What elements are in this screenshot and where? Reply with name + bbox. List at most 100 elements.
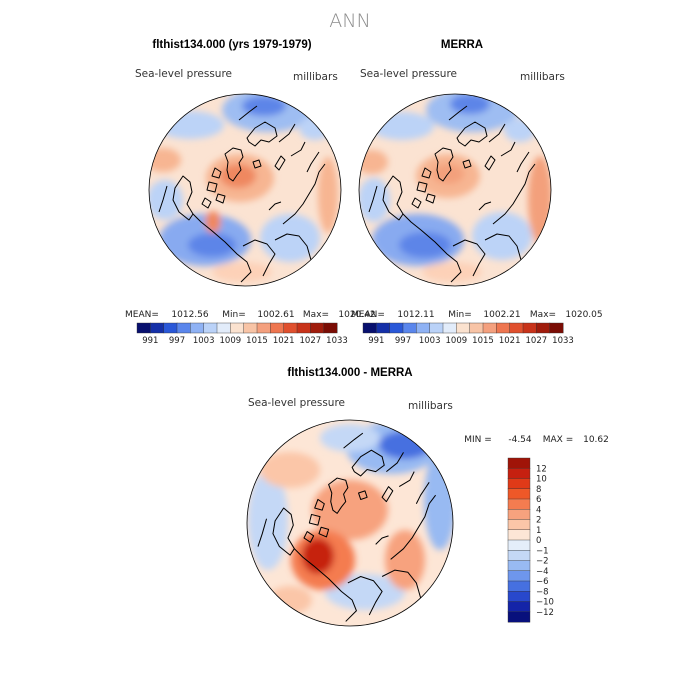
colorbar-tick-label: 1021 — [273, 336, 295, 346]
colorbar-swatch — [507, 488, 531, 500]
panel-obs: MERRA Sea-level pressure millibars — [351, 39, 603, 346]
colorbar-tick-label: 0 — [536, 536, 541, 546]
stat-mean-label: MEAN= — [125, 310, 159, 320]
colorbar-swatch — [549, 322, 564, 334]
stat-mean-value: 1012.56 — [171, 310, 208, 320]
colorbar-swatch — [296, 322, 311, 334]
colorbar-tick-label: 1027 — [300, 336, 322, 346]
stat-max-value: 1020.42 — [338, 310, 375, 320]
stat-min-label: Min= — [222, 310, 246, 320]
panel-model-title: flthist134.000 (yrs 1979-1979) — [152, 39, 311, 51]
panel-model: flthist134.000 (yrs 1979-1979) Sea-level… — [125, 39, 376, 346]
colorbar-tick-label: 4 — [536, 505, 541, 515]
colorbar-swatch — [509, 322, 524, 334]
panel-model-map — [149, 94, 341, 286]
colorbar-swatch — [203, 322, 218, 334]
panel-obs-map — [359, 94, 551, 286]
colorbar-swatch — [402, 322, 417, 334]
colorbar-swatch — [429, 322, 444, 334]
colorbar-tick-label: 1033 — [326, 336, 348, 346]
colorbar-swatch — [507, 550, 531, 562]
colorbar-tick-label: −2 — [536, 557, 549, 567]
colorbar-tick-label: 1015 — [472, 336, 494, 346]
panel-obs-units: millibars — [520, 71, 565, 83]
stat-min-value: 1002.21 — [483, 310, 520, 320]
colorbar-swatch — [507, 498, 531, 510]
colorbar-swatch — [136, 322, 151, 334]
colorbar-tick-label: −6 — [536, 577, 549, 587]
colorbar-swatch — [216, 322, 231, 334]
colorbar-tick-label: 1015 — [246, 336, 268, 346]
colorbar-swatch — [469, 322, 484, 334]
colorbar-swatch — [522, 322, 537, 334]
colorbar-swatch — [482, 322, 497, 334]
stat-max-label: Max= — [530, 310, 556, 320]
colorbar-tick-label: 991 — [142, 336, 158, 346]
colorbar-swatch — [190, 322, 205, 334]
colorbar-tick-label: 1003 — [193, 336, 215, 346]
colorbar-swatch — [507, 468, 531, 480]
colorbar-swatch — [230, 322, 245, 334]
colorbar-model: 991 997 1003 1009 1015 1021 1027 1033 — [136, 322, 348, 346]
colorbar-tick-label: 997 — [169, 336, 185, 346]
colorbar-tick-label: −4 — [536, 567, 549, 577]
colorbar-swatch — [536, 322, 551, 334]
panel-diff: flthist134.000 - MERRA Sea-level pressur… — [246, 367, 609, 627]
colorbar-swatch — [163, 322, 178, 334]
colorbar-tick-label: −1 — [536, 546, 549, 556]
colorbar-tick-label: 997 — [395, 336, 411, 346]
panel-model-stats: MEAN= 1012.56 Min= 1002.61 Max= 1020.42 — [125, 310, 376, 320]
colorbar-swatch — [362, 322, 377, 334]
colorbar-tick-label: 1027 — [526, 336, 548, 346]
colorbar-swatch — [507, 611, 531, 623]
stat-mean-value: 1012.11 — [397, 310, 434, 320]
colorbar-swatch — [507, 601, 531, 613]
colorbar-swatch — [310, 322, 325, 334]
colorbar-swatch — [416, 322, 431, 334]
colorbar-tick-label: 1021 — [499, 336, 521, 346]
panel-obs-variable: Sea-level pressure — [360, 68, 457, 80]
panel-obs-stats: MEAN= 1012.11 Min= 1002.21 Max= 1020.05 — [351, 310, 603, 320]
colorbar-swatch — [150, 322, 165, 334]
panel-model-units: millibars — [293, 71, 338, 83]
colorbar-swatch — [456, 322, 471, 334]
colorbar-tick-label: 1 — [536, 526, 541, 536]
colorbar-swatch — [507, 591, 531, 603]
colorbar-swatch — [507, 478, 531, 490]
panel-diff-stats: MIN = -4.54 MAX = 10.62 — [464, 435, 609, 445]
panel-diff-title: flthist134.000 - MERRA — [287, 367, 412, 379]
stat-max-value: 10.62 — [583, 435, 609, 445]
stat-max-label: MAX = — [543, 435, 574, 445]
panel-diff-variable: Sea-level pressure — [248, 397, 345, 409]
panel-diff-map — [247, 420, 453, 626]
panel-diff-units: millibars — [408, 400, 453, 412]
colorbar-tick-label: −12 — [536, 608, 554, 618]
stat-min-value: 1002.61 — [257, 310, 294, 320]
stat-max-value: 1020.05 — [565, 310, 602, 320]
colorbar-tick-label: −8 — [536, 587, 549, 597]
colorbar-tick-label: 10 — [536, 475, 547, 485]
colorbar-tick-label: 1033 — [552, 336, 574, 346]
colorbar-swatch — [507, 509, 531, 521]
colorbar-swatch — [256, 322, 271, 334]
colorbar-swatch — [507, 457, 531, 469]
stat-max-label: Max= — [303, 310, 329, 320]
colorbar-tick-label: 12 — [536, 464, 547, 474]
panel-model-variable: Sea-level pressure — [135, 68, 232, 80]
colorbar-swatch — [283, 322, 298, 334]
colorbar-tick-label: 2 — [536, 516, 541, 526]
colorbar-swatch — [507, 560, 531, 572]
colorbar-swatch — [507, 519, 531, 531]
colorbar-swatch — [507, 570, 531, 582]
colorbar-tick-label: 1009 — [220, 336, 242, 346]
colorbar-obs: 991 997 1003 1009 1015 1021 1027 1033 — [362, 322, 574, 346]
colorbar-tick-label: −10 — [536, 598, 554, 608]
stat-mean-label: MEAN= — [351, 310, 385, 320]
colorbar-swatch — [176, 322, 191, 334]
colorbar-swatch — [270, 322, 285, 334]
stat-min-label: MIN = — [464, 435, 492, 445]
colorbar-swatch — [389, 322, 404, 334]
colorbar-tick-label: 991 — [368, 336, 384, 346]
colorbar-swatch — [507, 580, 531, 592]
